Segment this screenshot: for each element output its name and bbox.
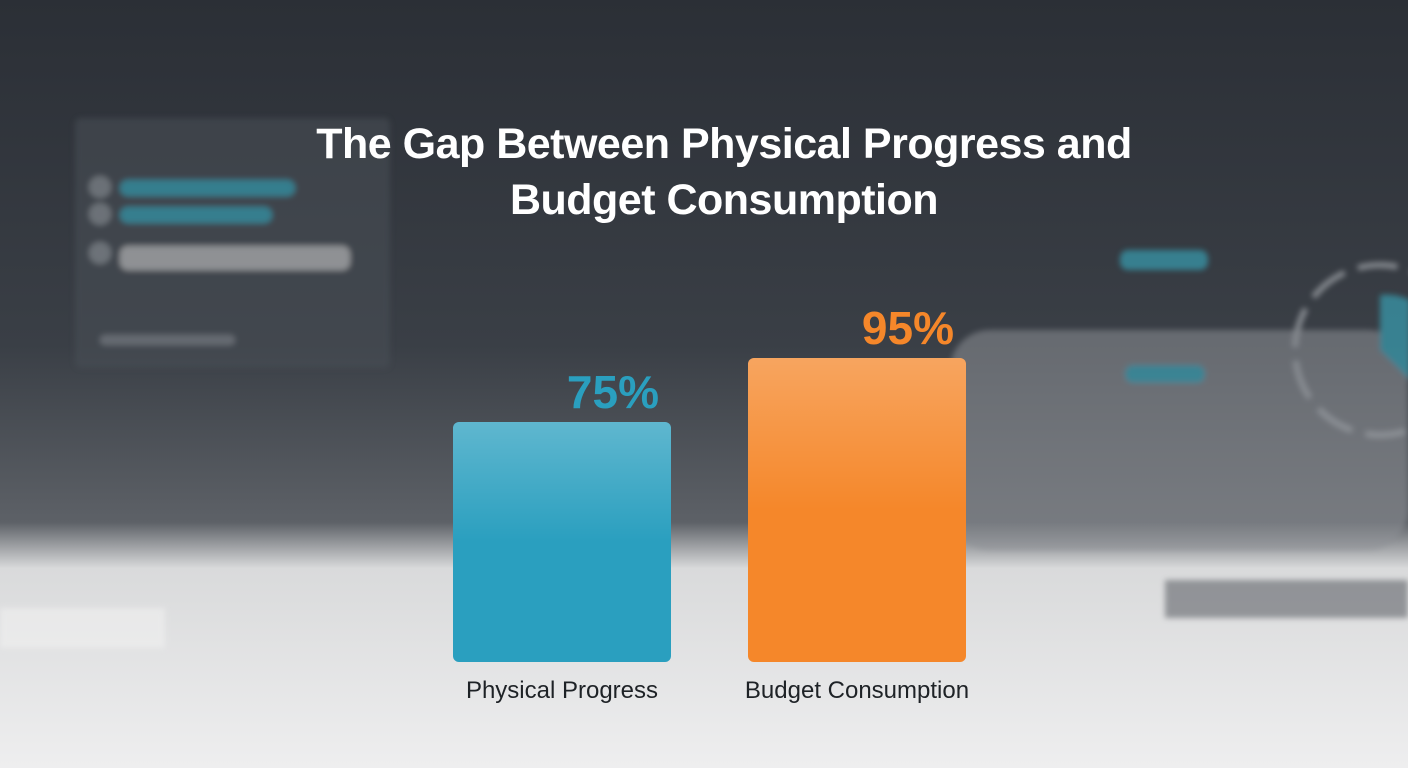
value-label: 95% [862,302,954,354]
background-decor [0,118,1408,648]
bar-shine [748,358,966,510]
category-label: Budget Consumption [745,677,969,704]
bar-shine [453,422,671,542]
chart-title: The Gap Between Physical Progress and Bu… [316,120,1132,224]
bars: 75% Physical Progress 95% Budget Consumptio… [453,302,969,704]
category-label: Physical Progress [466,677,658,704]
value-label: 75% [567,366,659,418]
